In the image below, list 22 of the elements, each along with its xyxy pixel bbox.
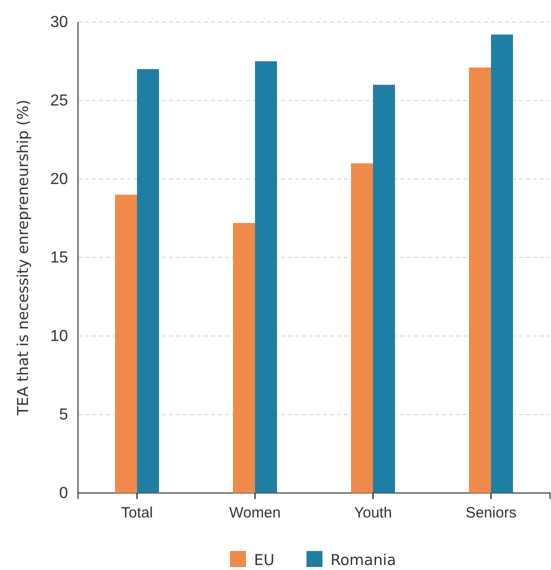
bar bbox=[351, 163, 373, 493]
y-tick-label: 0 bbox=[59, 485, 68, 502]
x-tick-label: Women bbox=[229, 504, 281, 522]
bar bbox=[255, 61, 277, 493]
y-tick-label: 25 bbox=[50, 92, 68, 110]
legend-label: EU bbox=[254, 551, 274, 569]
y-tick-label: 20 bbox=[50, 171, 68, 188]
x-tick-label: Seniors bbox=[466, 504, 516, 522]
y-tick-label: 5 bbox=[59, 406, 68, 424]
y-axis-title: TEA that is necessity enrepreneurship (%) bbox=[14, 100, 32, 416]
y-tick-label: 30 bbox=[50, 14, 68, 32]
bar bbox=[373, 84, 395, 493]
legend-label: Romania bbox=[330, 551, 396, 569]
bar bbox=[233, 222, 255, 493]
x-tick-label: Total bbox=[121, 504, 153, 522]
y-tick-label: 15 bbox=[50, 250, 68, 267]
bar bbox=[491, 34, 513, 493]
x-tick-label: Youth bbox=[354, 504, 392, 522]
y-tick-label: 10 bbox=[50, 328, 68, 346]
bar bbox=[137, 69, 159, 493]
bar bbox=[115, 194, 137, 493]
bar bbox=[469, 68, 491, 493]
